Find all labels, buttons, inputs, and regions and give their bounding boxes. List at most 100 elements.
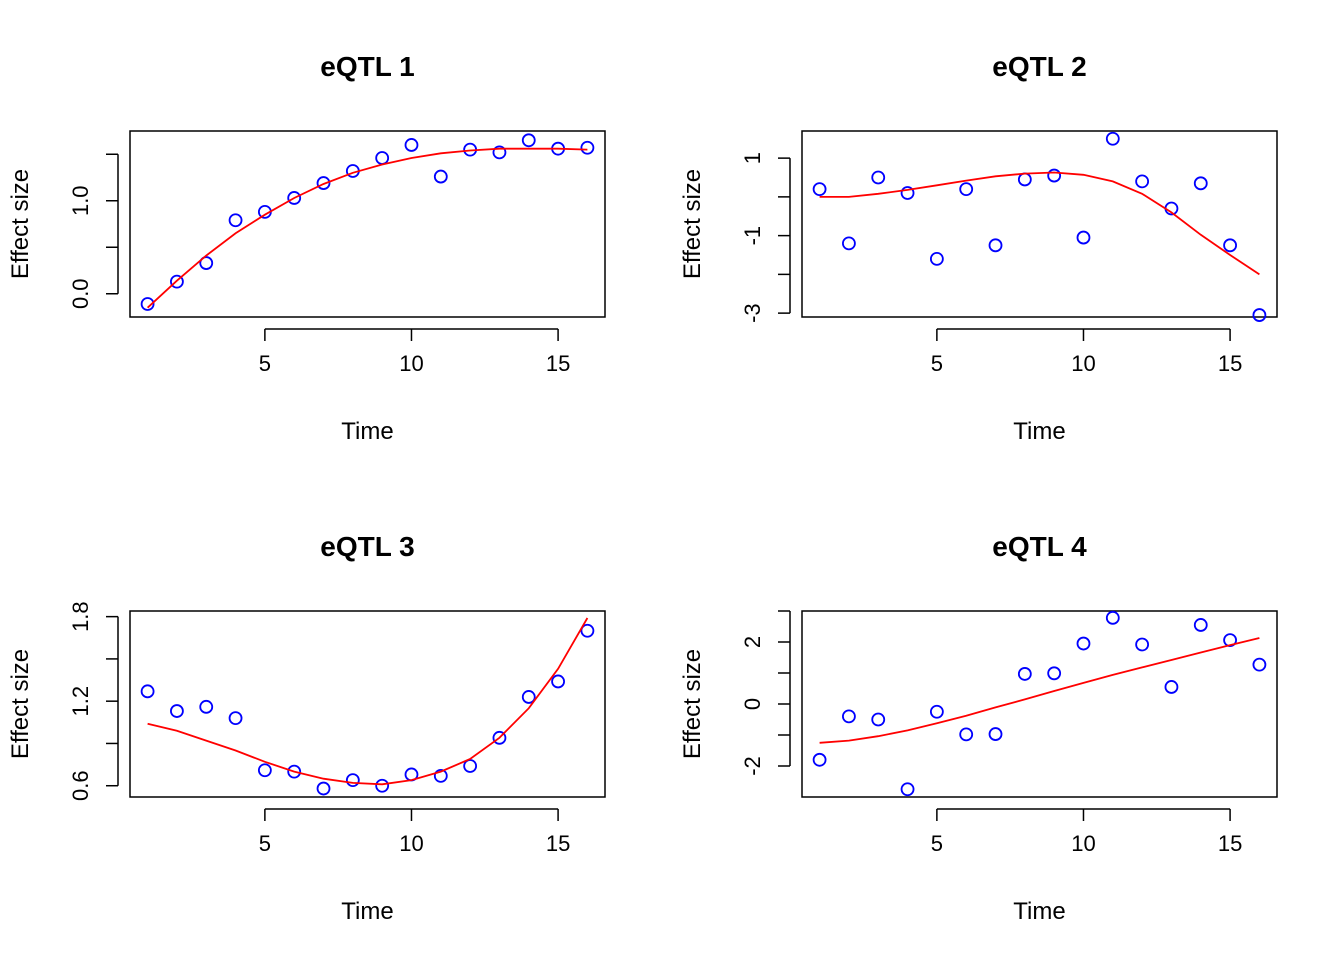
- x-tick-label: 5: [931, 831, 943, 856]
- data-point: [287, 191, 302, 205]
- fitted-curve: [147, 617, 589, 786]
- y-axis-label: Effect size: [679, 169, 706, 279]
- x-axis-label: Time: [1013, 418, 1065, 445]
- y-axis-label: Effect size: [7, 649, 34, 759]
- data-point: [1076, 230, 1091, 245]
- data-point: [580, 140, 595, 155]
- data-point: [463, 759, 478, 773]
- x-axis-label: Time: [1013, 898, 1065, 925]
- y-tick-label: 2: [740, 636, 765, 648]
- y-axis-label: Effect size: [679, 649, 706, 759]
- y-axis-label: Effect size: [7, 169, 34, 279]
- data-point: [959, 727, 974, 742]
- y-tick-label: 0: [740, 698, 765, 710]
- y-tick-label: -3: [740, 303, 765, 323]
- data-point: [375, 778, 390, 793]
- x-tick-label: 10: [1071, 351, 1095, 376]
- data-point: [812, 752, 827, 767]
- data-point: [140, 297, 155, 311]
- plot-frame: [801, 130, 1278, 318]
- x-tick-label: 15: [546, 351, 570, 376]
- data-point: [316, 781, 331, 796]
- x-tick-label: 10: [399, 351, 423, 376]
- x-tick-label: 10: [1071, 831, 1095, 856]
- data-point: [1017, 172, 1032, 187]
- chart-title: eQTL 4: [992, 531, 1087, 562]
- y-tick-label: -2: [740, 756, 765, 776]
- y-tick-label: 1: [740, 152, 765, 164]
- data-point: [404, 138, 419, 152]
- data-point: [1135, 174, 1150, 189]
- fitted-curve: [146, 147, 588, 309]
- data-point: [345, 773, 360, 787]
- data-point: [1223, 633, 1237, 648]
- data-point: [492, 145, 507, 160]
- data-point: [900, 186, 915, 200]
- fitted-curve: [819, 637, 1260, 744]
- data-point: [140, 684, 155, 699]
- y-tick-label: 0.6: [68, 770, 93, 801]
- data-point: [1105, 610, 1120, 625]
- data-point: [929, 704, 944, 719]
- data-point: [1076, 636, 1091, 651]
- data-point: [287, 764, 302, 779]
- chart-title: eQTL 2: [992, 51, 1086, 82]
- data-point: [871, 170, 886, 185]
- x-tick-label: 15: [546, 831, 570, 856]
- data-point: [959, 182, 974, 197]
- data-point: [988, 727, 1003, 741]
- fitted-curve: [819, 171, 1260, 276]
- data-point: [228, 711, 243, 725]
- data-point: [199, 256, 214, 270]
- data-point: [842, 709, 856, 724]
- data-point: [842, 236, 856, 251]
- data-point: [170, 704, 184, 718]
- x-tick-label: 5: [259, 831, 271, 856]
- chart-panel-3: eQTL 3 Time Effect size 5 10 15 0.6 1.2 1.8: [7, 531, 606, 925]
- data-point: [1193, 176, 1208, 191]
- chart-title: eQTL 1: [320, 51, 414, 82]
- chart-panel-2: eQTL 2 Time Effect size 5 10 15 -3 -1 1: [679, 51, 1278, 445]
- data-point: [1193, 618, 1208, 632]
- x-tick-label: 5: [259, 351, 271, 376]
- y-tick-label: 1.0: [68, 185, 93, 216]
- data-point: [580, 623, 595, 638]
- chart-panel-4: eQTL 4 Time Effect size 5 10 15 -2 0 2: [679, 531, 1278, 925]
- plot-frame: [129, 130, 606, 318]
- y-tick-label: 1.8: [68, 601, 93, 632]
- plot-frame: [129, 610, 606, 798]
- data-point: [551, 674, 565, 689]
- chart-title: eQTL 3: [320, 531, 414, 562]
- data-point: [257, 763, 272, 778]
- data-point: [521, 133, 536, 148]
- data-point: [228, 213, 243, 228]
- y-tick-label: 1.2: [68, 686, 93, 717]
- data-point: [521, 690, 536, 704]
- y-tick-label: -1: [740, 226, 765, 246]
- data-point: [900, 782, 915, 797]
- x-tick-label: 10: [399, 831, 423, 856]
- data-point: [1047, 168, 1062, 183]
- data-point: [1164, 680, 1179, 694]
- data-point: [492, 730, 507, 745]
- x-axis-label: Time: [341, 418, 393, 445]
- y-tick-label: 0.0: [68, 278, 93, 309]
- data-point: [375, 151, 390, 165]
- chart-panel-1: eQTL 1 Time Effect size 5 10 15 0.0 1.0: [7, 51, 606, 445]
- x-tick-label: 15: [1218, 831, 1242, 856]
- data-point: [1252, 308, 1267, 322]
- data-point: [170, 274, 184, 289]
- data-point: [1135, 637, 1150, 652]
- data-point: [1105, 131, 1120, 146]
- plot-frame: [801, 610, 1278, 798]
- data-point: [988, 238, 1003, 253]
- data-point: [1223, 238, 1237, 253]
- data-point: [1017, 667, 1032, 681]
- data-point: [316, 176, 331, 190]
- data-point: [1047, 666, 1062, 681]
- x-tick-label: 5: [931, 351, 943, 376]
- data-point: [433, 169, 448, 184]
- data-point: [871, 712, 886, 727]
- data-point: [1252, 657, 1267, 672]
